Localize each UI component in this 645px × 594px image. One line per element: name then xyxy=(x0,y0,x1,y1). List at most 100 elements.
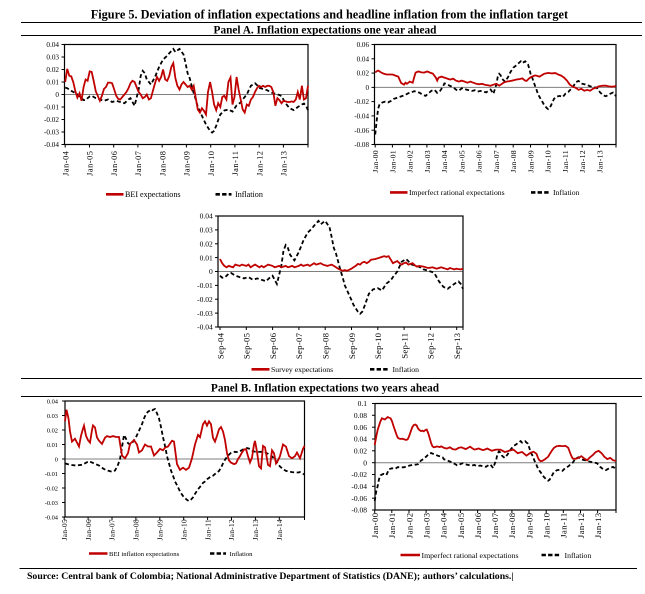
svg-text:Jan-05: Jan-05 xyxy=(86,151,95,176)
svg-text:-0.02: -0.02 xyxy=(44,116,59,124)
svg-text:0.01: 0.01 xyxy=(200,253,213,262)
svg-text:Inflation: Inflation xyxy=(553,188,580,197)
svg-text:Sep-09: Sep-09 xyxy=(347,332,357,359)
svg-text:0.1: 0.1 xyxy=(358,399,368,408)
svg-text:Inflation: Inflation xyxy=(230,551,254,558)
svg-text:Jan-07: Jan-07 xyxy=(492,150,501,173)
svg-text:Jan-10: Jan-10 xyxy=(542,512,552,538)
svg-text:Jan-01: Jan-01 xyxy=(387,512,397,538)
svg-text:-0.08: -0.08 xyxy=(354,141,369,149)
svg-text:Jan-09: Jan-09 xyxy=(183,151,192,176)
svg-text:Jan-09: Jan-09 xyxy=(157,519,165,540)
svg-text:Imperfect rational expectation: Imperfect rational expectations xyxy=(409,188,505,197)
svg-text:0.04: 0.04 xyxy=(200,212,213,221)
svg-text:0.02: 0.02 xyxy=(357,70,370,78)
svg-text:-0.03: -0.03 xyxy=(197,309,213,318)
svg-text:0: 0 xyxy=(55,91,59,99)
svg-text:Sep-08: Sep-08 xyxy=(321,332,331,359)
svg-text:-0.04: -0.04 xyxy=(354,113,369,121)
svg-text:Jan-09: Jan-09 xyxy=(526,150,535,173)
svg-text:0.02: 0.02 xyxy=(46,66,59,74)
svg-text:-0.06: -0.06 xyxy=(354,127,369,135)
svg-text:Jan-05: Jan-05 xyxy=(61,519,69,540)
svg-text:Jan-04: Jan-04 xyxy=(440,150,449,173)
svg-text:Sep-10: Sep-10 xyxy=(373,332,383,359)
svg-text:Jan-14: Jan-14 xyxy=(276,519,284,540)
svg-text:Jan-07: Jan-07 xyxy=(490,512,500,538)
svg-text:0.04: 0.04 xyxy=(46,41,59,49)
svg-text:0: 0 xyxy=(363,458,367,467)
svg-text:Jan-10: Jan-10 xyxy=(180,519,188,540)
svg-text:Jan-08: Jan-08 xyxy=(133,519,141,540)
svg-text:Jan-08: Jan-08 xyxy=(158,151,167,176)
svg-text:0.03: 0.03 xyxy=(200,226,213,235)
svg-text:Jan-13: Jan-13 xyxy=(593,512,603,538)
svg-text:Sep-13: Sep-13 xyxy=(452,332,462,359)
svg-text:-0.01: -0.01 xyxy=(44,104,59,112)
svg-text:Inflation: Inflation xyxy=(235,190,263,199)
svg-text:Imperfect rational expectation: Imperfect rational expectations xyxy=(422,551,519,560)
svg-text:-0.04: -0.04 xyxy=(197,323,213,332)
svg-text:Jan-07: Jan-07 xyxy=(109,519,117,540)
svg-text:Panel A. Inflation expectation: Panel A. Inflation expectations one year… xyxy=(214,24,438,36)
svg-text:Sep-06: Sep-06 xyxy=(268,332,278,359)
svg-text:Jan-00: Jan-00 xyxy=(371,150,380,173)
svg-text:Inflation: Inflation xyxy=(565,551,592,560)
svg-text:0: 0 xyxy=(209,267,213,276)
svg-text:BEI inflation expectations: BEI inflation expectations xyxy=(109,551,180,558)
svg-text:0.02: 0.02 xyxy=(200,239,213,248)
svg-text:Sep-05: Sep-05 xyxy=(242,332,252,359)
svg-text:Figure 5. Deviation of inflati: Figure 5. Deviation of inflation expecta… xyxy=(91,7,569,21)
svg-text:-0.03: -0.03 xyxy=(45,500,58,507)
svg-text:0.01: 0.01 xyxy=(47,442,58,449)
svg-text:0.06: 0.06 xyxy=(357,41,370,49)
svg-text:Jan-06: Jan-06 xyxy=(473,512,483,538)
svg-text:BEI expectations: BEI expectations xyxy=(125,190,181,199)
svg-text:Jan-11: Jan-11 xyxy=(231,151,240,176)
svg-text:Jan-01: Jan-01 xyxy=(388,150,397,173)
svg-text:Jan-11: Jan-11 xyxy=(204,519,212,540)
svg-text:Jan-02: Jan-02 xyxy=(404,512,414,538)
svg-text:Sep-11: Sep-11 xyxy=(399,333,409,359)
svg-text:-0.04: -0.04 xyxy=(45,514,59,521)
svg-text:-0.03: -0.03 xyxy=(44,129,59,137)
svg-text:Jan-07: Jan-07 xyxy=(134,151,143,176)
svg-text:0.02: 0.02 xyxy=(47,427,58,434)
svg-text:Jan-03: Jan-03 xyxy=(423,150,432,173)
svg-text:Jan-11: Jan-11 xyxy=(559,512,569,538)
svg-text:Jan-00: Jan-00 xyxy=(370,512,380,538)
svg-text:Jan-04: Jan-04 xyxy=(439,512,449,538)
svg-text:Source: Central bank of Colomb: Source: Central bank of Colombia; Nation… xyxy=(27,571,514,582)
svg-text:Jan-12: Jan-12 xyxy=(228,519,236,540)
svg-text:Jan-12: Jan-12 xyxy=(255,151,264,176)
svg-text:Jan-02: Jan-02 xyxy=(406,150,415,173)
svg-text:-0.02: -0.02 xyxy=(351,470,367,479)
svg-text:0.04: 0.04 xyxy=(47,398,59,405)
svg-text:Jan-05: Jan-05 xyxy=(457,150,466,173)
svg-text:Jan-03: Jan-03 xyxy=(422,512,432,538)
svg-text:Jan-08: Jan-08 xyxy=(507,512,517,538)
svg-text:Jan-10: Jan-10 xyxy=(544,150,553,173)
svg-text:0.01: 0.01 xyxy=(46,79,59,87)
svg-text:Survey expectations: Survey expectations xyxy=(271,365,333,374)
svg-text:0.03: 0.03 xyxy=(46,54,59,62)
svg-text:0.04: 0.04 xyxy=(354,435,367,444)
svg-text:Sep-07: Sep-07 xyxy=(294,332,304,359)
svg-text:0.06: 0.06 xyxy=(354,423,367,432)
svg-text:-0.04: -0.04 xyxy=(351,482,367,491)
svg-text:-0.04: -0.04 xyxy=(44,141,59,149)
svg-text:Jan-13: Jan-13 xyxy=(252,519,260,540)
svg-text:Jan-08: Jan-08 xyxy=(509,150,518,173)
svg-text:-0.02: -0.02 xyxy=(197,295,213,304)
svg-text:-0.02: -0.02 xyxy=(45,485,58,492)
svg-text:-0.01: -0.01 xyxy=(45,471,58,478)
svg-text:Jan-13: Jan-13 xyxy=(280,151,289,176)
svg-text:Jan-06: Jan-06 xyxy=(85,519,93,540)
svg-text:-0.01: -0.01 xyxy=(197,281,213,290)
svg-text:Jan-10: Jan-10 xyxy=(207,151,216,176)
svg-text:0: 0 xyxy=(55,456,58,463)
svg-text:-0.02: -0.02 xyxy=(354,98,369,106)
svg-text:0.04: 0.04 xyxy=(357,55,370,63)
svg-text:Jan-09: Jan-09 xyxy=(524,512,534,538)
svg-text:0.08: 0.08 xyxy=(354,411,367,420)
